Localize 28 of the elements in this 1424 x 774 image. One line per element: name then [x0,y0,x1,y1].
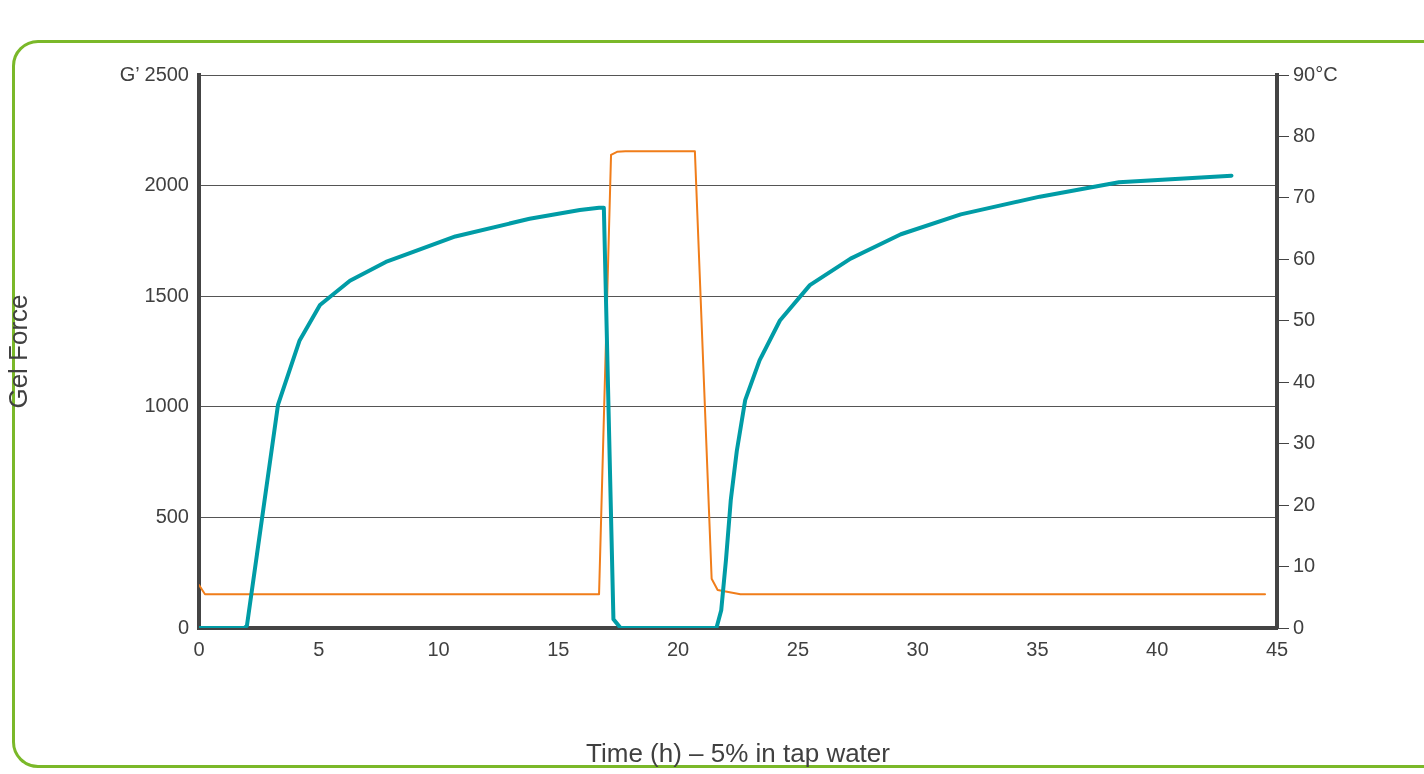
y-tick-label: G’ 2500 [119,62,189,85]
y2-tick-label: 80 [1293,123,1316,146]
y-tick-label: 500 [155,504,189,527]
y-axis-title: Gel Force [2,294,33,409]
x-tick-label: 20 [666,637,690,660]
y2-tick-label: 30 [1293,431,1316,454]
x-tick-label: 30 [906,637,929,660]
x-tick-label: 5 [313,637,325,660]
y2-tick-label: 50 [1293,308,1316,331]
x-tick-label: 40 [1146,637,1169,660]
y2-tick-label: 60 [1293,246,1316,269]
x-tick-label: 35 [1026,637,1049,660]
x-axis-title: Time (h) – 5% in tap water [586,737,891,768]
y2-tick-label: 10 [1293,554,1316,577]
x-tick-label: 10 [427,637,450,660]
y-tick-label: 1000 [144,394,189,417]
y-tick-label: 2000 [144,173,189,196]
x-tick-label: 0 [193,637,205,660]
y-tick-label: 1500 [144,283,189,306]
y-tick-label: 0 [177,615,189,638]
y2-tick-label: 70 [1293,185,1316,208]
y2-tick-label: 20 [1293,492,1316,515]
y2-tick-label: 0 [1293,615,1305,638]
x-tick-label: 15 [547,637,570,660]
y2-tick-label: 40 [1293,369,1316,392]
x-tick-label: 25 [786,637,810,660]
y2-tick-label: 90°C [1293,62,1338,85]
x-tick-label: 45 [1265,637,1289,660]
